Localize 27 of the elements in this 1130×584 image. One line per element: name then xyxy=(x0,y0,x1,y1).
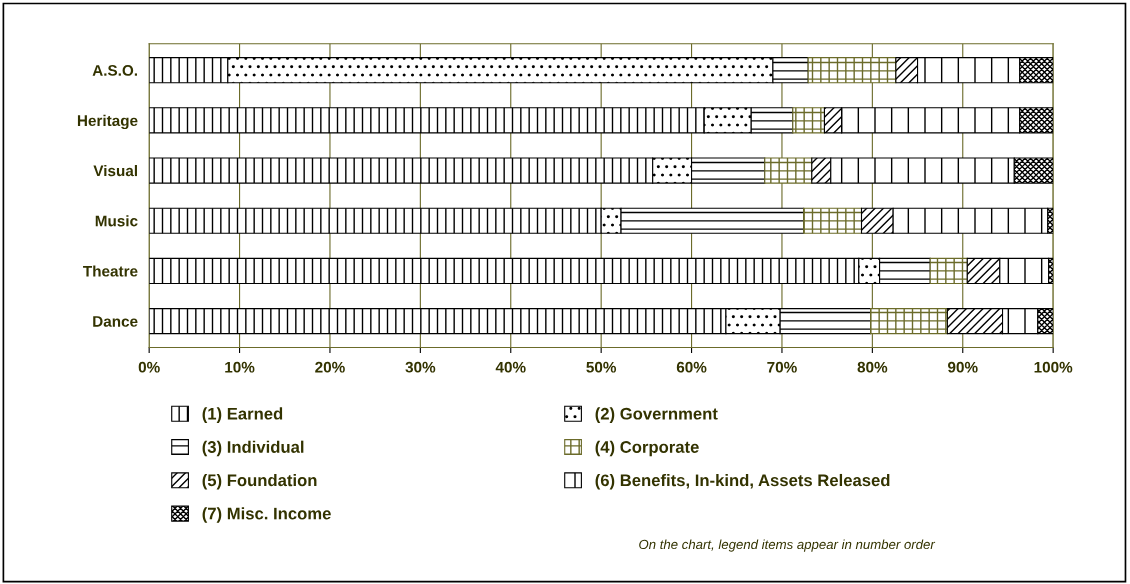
x-tick-label: 100% xyxy=(1034,361,1073,373)
x-tick-label: 40% xyxy=(495,361,526,373)
y-tick-label: Dance xyxy=(93,316,138,327)
x-tick-label: 60% xyxy=(676,361,707,373)
legend-label: (3) Individual xyxy=(202,440,304,457)
legend-label: (6) Benefits, In-kind, Assets Released xyxy=(595,473,890,490)
legend-label: (1) Earned xyxy=(202,407,283,423)
bar xyxy=(792,107,826,134)
text: On the chart, legend items appear in number order xyxy=(639,539,936,552)
y-tick-label: A.S.O. xyxy=(92,65,137,76)
y-tick-label: Music xyxy=(95,215,138,227)
x-tick-label: 30% xyxy=(405,361,436,373)
bar xyxy=(803,207,863,234)
legend-label: (5) Foundation xyxy=(202,473,317,490)
x-tick-label: 50% xyxy=(586,361,617,373)
x-tick-label: 20% xyxy=(315,361,345,373)
x-tick-label: 80% xyxy=(857,361,888,373)
y-tick-label: Theatre xyxy=(83,265,138,277)
legend-label: (2) Government xyxy=(595,407,718,423)
legend-label: (4) Corporate xyxy=(595,440,699,457)
y-tick-label: Visual xyxy=(93,165,137,177)
x-tick-label: 10% xyxy=(225,361,255,373)
x-tick-label: 0% xyxy=(138,361,160,373)
y-tick-label: Heritage xyxy=(77,114,138,130)
x-tick-label: 70% xyxy=(767,361,797,373)
legend-label: (7) Misc. Income xyxy=(202,507,331,523)
x-tick-label: 90% xyxy=(948,361,978,373)
